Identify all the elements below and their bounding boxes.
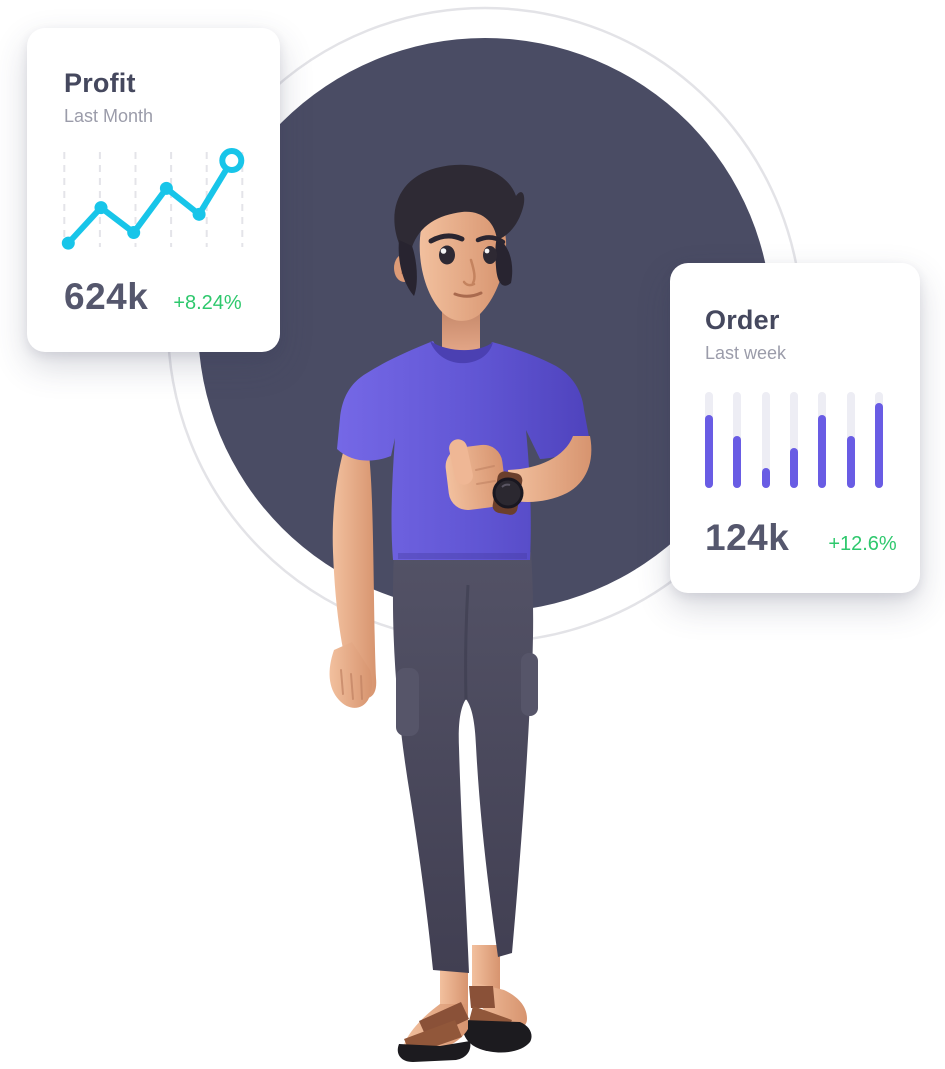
profit-card-title: Profit bbox=[64, 68, 136, 98]
order-value-row: 124k +12.6% bbox=[705, 517, 897, 559]
profit-value-row: 624k +8.24% bbox=[64, 276, 242, 318]
back-sandal-strap bbox=[469, 986, 495, 1008]
profit-card: Profit Last Month 624k +8.24% bbox=[27, 28, 280, 352]
back-sandal-sole bbox=[462, 1020, 532, 1053]
watch-face bbox=[492, 477, 524, 509]
bar-track bbox=[846, 392, 855, 488]
line-chart-point bbox=[219, 148, 245, 174]
bar-track bbox=[789, 392, 798, 488]
character-hair-side bbox=[398, 240, 417, 296]
front-sandal-sole bbox=[397, 1041, 471, 1062]
bar-track bbox=[705, 392, 713, 488]
character-eye bbox=[483, 246, 497, 264]
character-left-arm bbox=[332, 415, 377, 699]
bar-fill bbox=[818, 415, 827, 488]
character-nose bbox=[462, 258, 476, 287]
bar-track bbox=[733, 392, 742, 488]
bar-fill bbox=[874, 403, 883, 488]
character-pants bbox=[392, 552, 534, 973]
line-chart-point bbox=[159, 181, 173, 195]
order-delta: +12.6% bbox=[828, 533, 897, 555]
pants-pocket bbox=[396, 668, 419, 736]
bar-track bbox=[761, 392, 770, 488]
bar-track bbox=[818, 392, 827, 488]
profit-card-subtitle: Last Month bbox=[64, 106, 154, 126]
profit-line-chart bbox=[61, 148, 245, 250]
profit-delta: +8.24% bbox=[173, 292, 242, 314]
order-card: Order Last week 124k +12.6% bbox=[670, 263, 920, 593]
line-chart-point bbox=[61, 236, 75, 250]
line-chart-point bbox=[127, 226, 141, 240]
character-eye bbox=[439, 245, 455, 265]
character-hair-side bbox=[495, 237, 513, 286]
line-chart-point bbox=[192, 207, 206, 221]
character-right-forearm bbox=[508, 436, 592, 502]
pants-pocket bbox=[521, 653, 538, 716]
profit-value: 624k bbox=[64, 276, 149, 317]
bar-fill bbox=[733, 436, 742, 488]
character-eyebrow bbox=[428, 233, 465, 244]
bar-track bbox=[874, 392, 883, 488]
character-illustration bbox=[329, 164, 592, 1062]
character-eyebrow bbox=[475, 235, 506, 245]
bar-fill bbox=[705, 415, 713, 488]
character-face bbox=[419, 198, 507, 321]
character-mouth bbox=[453, 291, 483, 298]
character-hair bbox=[394, 164, 525, 256]
bar-fill bbox=[761, 468, 770, 488]
line-chart-point bbox=[94, 201, 108, 215]
shirt-collar bbox=[430, 341, 493, 364]
bar-fill bbox=[789, 448, 798, 488]
bar-fill bbox=[846, 436, 855, 488]
order-value: 124k bbox=[705, 517, 790, 558]
order-card-subtitle: Last week bbox=[705, 343, 787, 363]
order-bar-chart bbox=[705, 392, 883, 488]
character-thumb bbox=[449, 439, 473, 485]
order-card-title: Order bbox=[705, 305, 780, 335]
